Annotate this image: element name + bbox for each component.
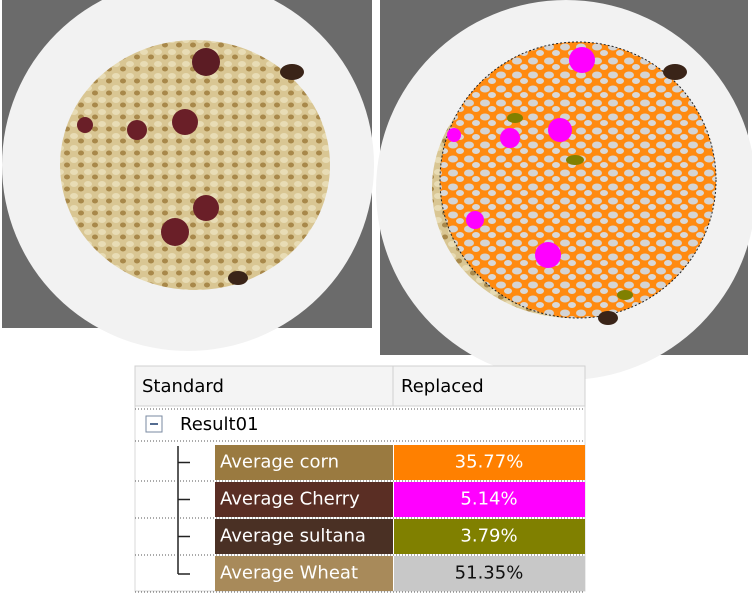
row-value: 35.77%	[455, 452, 524, 473]
label-cell	[215, 482, 393, 517]
group-label: Result01	[180, 414, 259, 435]
row-value: 5.14%	[460, 489, 517, 510]
header-cell[interactable]	[392, 365, 586, 407]
value-cell	[394, 482, 585, 517]
label-cell	[215, 519, 393, 554]
row-value: 51.35%	[455, 563, 524, 584]
header-cell[interactable]	[134, 365, 394, 407]
result-table: Standard Replaced Result01 Average corn 3…	[134, 365, 586, 593]
row-label: Average Cherry	[220, 489, 360, 510]
original-image	[2, 0, 374, 351]
value-cell	[394, 445, 585, 480]
header-label: Replaced	[401, 376, 484, 397]
row-label: Average Wheat	[220, 563, 358, 584]
label-cell	[215, 556, 393, 591]
row-label: Average sultana	[220, 526, 366, 547]
value-cell	[394, 519, 585, 554]
segmented-image	[376, 0, 752, 380]
row-value: 3.79%	[460, 526, 517, 547]
header-label: Standard	[142, 376, 224, 397]
row-label: Average corn	[220, 452, 339, 473]
value-cell	[394, 556, 585, 591]
label-cell	[215, 445, 393, 480]
